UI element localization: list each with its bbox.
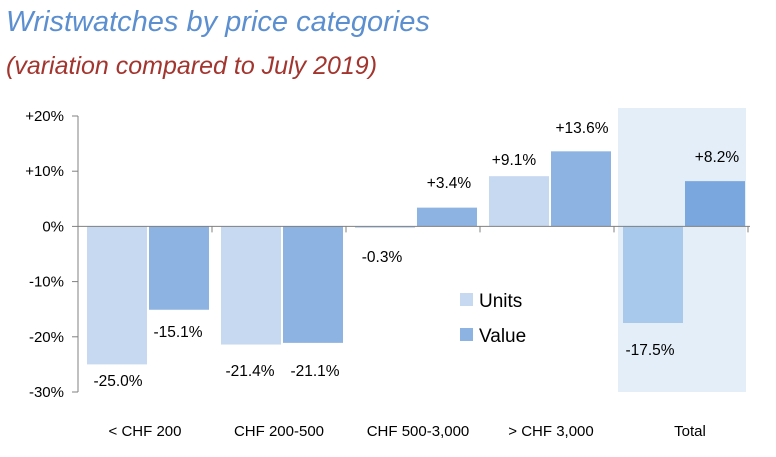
legend-label-value: Value <box>479 326 526 347</box>
legend-swatch-value <box>460 328 473 341</box>
data-label-value-2: +3.4% <box>427 175 472 192</box>
data-label-value-3: +13.6% <box>555 120 608 137</box>
y-tick-label: +10% <box>25 163 64 180</box>
data-label-units-2: -0.3% <box>362 249 403 266</box>
chart-title: Wristwatches by price categories <box>6 6 430 38</box>
data-label-value-4: +8.2% <box>695 149 740 166</box>
y-tick-label: +20% <box>25 108 64 125</box>
bar-value-0 <box>149 226 209 310</box>
x-tick-label: CHF 500-3,000 <box>367 423 470 440</box>
bar-units-0 <box>87 226 147 365</box>
data-label-units-0: -25.0% <box>93 373 142 390</box>
data-label-units-1: -21.4% <box>225 363 274 380</box>
y-tick-label: -10% <box>29 274 64 291</box>
x-tick-label: Total <box>674 423 706 440</box>
data-label-value-0: -15.1% <box>153 324 202 341</box>
bar-units-4 <box>623 226 683 323</box>
x-tick-label: < CHF 200 <box>109 423 182 440</box>
y-tick-label: 0% <box>42 218 64 235</box>
bar-value-1 <box>283 226 343 343</box>
y-tick-label: -20% <box>29 329 64 346</box>
bar-units-3 <box>489 176 549 227</box>
chart-subtitle: (variation compared to July 2019) <box>6 52 378 80</box>
bar-value-4 <box>685 181 745 227</box>
bar-value-3 <box>551 151 611 227</box>
legend-swatch-units <box>460 293 473 306</box>
bar-units-2 <box>355 226 415 229</box>
bar-units-1 <box>221 226 281 345</box>
bar-value-2 <box>417 207 477 227</box>
data-label-units-4: -17.5% <box>625 342 674 359</box>
data-label-value-1: -21.1% <box>290 363 339 380</box>
x-tick-label: > CHF 3,000 <box>508 423 593 440</box>
data-label-units-3: +9.1% <box>492 152 537 169</box>
y-tick-label: -30% <box>29 384 64 401</box>
legend-label-units: Units <box>479 291 522 312</box>
x-tick-label: CHF 200-500 <box>234 423 324 440</box>
